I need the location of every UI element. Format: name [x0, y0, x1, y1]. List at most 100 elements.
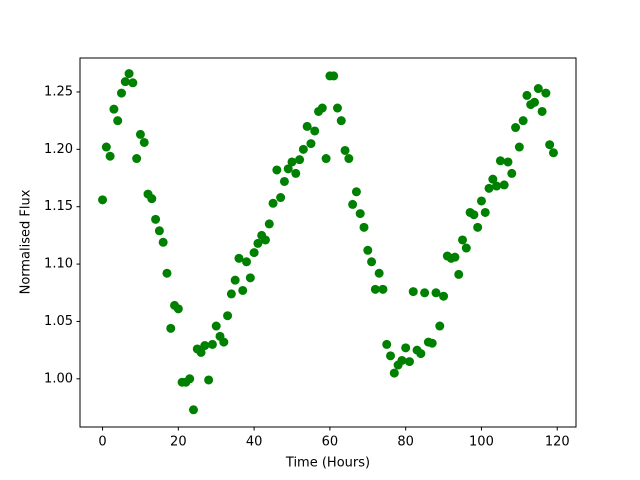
- data-point: [226, 289, 236, 299]
- data-point: [135, 129, 145, 139]
- data-point: [120, 77, 130, 87]
- data-point: [537, 106, 547, 116]
- data-point: [234, 253, 244, 263]
- data-point: [518, 116, 528, 126]
- y-axis-label: Normalised Flux: [19, 189, 34, 294]
- data-point: [283, 164, 293, 174]
- data-point: [480, 207, 490, 217]
- data-point: [533, 84, 543, 94]
- data-point: [522, 90, 532, 100]
- x-tick-label: 60: [322, 435, 339, 450]
- data-point: [272, 165, 282, 175]
- data-point: [162, 268, 172, 278]
- data-point: [389, 368, 399, 378]
- data-point: [545, 140, 555, 150]
- data-point: [370, 284, 380, 294]
- data-point: [473, 222, 483, 232]
- data-point: [488, 174, 498, 184]
- data-point: [317, 103, 327, 113]
- data-point: [101, 142, 111, 152]
- data-point: [321, 154, 331, 164]
- x-tick-label: 20: [170, 435, 187, 450]
- data-point: [105, 151, 115, 161]
- data-point: [238, 285, 248, 295]
- data-point: [295, 155, 305, 165]
- data-point: [359, 222, 369, 232]
- data-point: [431, 288, 441, 298]
- data-point: [530, 97, 540, 107]
- data-point: [260, 235, 270, 245]
- data-point: [499, 180, 509, 190]
- data-point: [158, 237, 168, 247]
- data-point: [287, 157, 297, 167]
- data-point: [245, 273, 255, 283]
- data-point: [128, 78, 138, 88]
- data-point: [98, 195, 108, 205]
- data-point: [154, 226, 164, 236]
- data-point: [401, 343, 411, 353]
- y-tick-label: 1.25: [44, 84, 73, 99]
- data-point: [503, 157, 513, 167]
- data-point: [249, 248, 259, 258]
- data-point: [147, 194, 157, 204]
- data-point: [211, 321, 221, 331]
- data-point: [302, 121, 312, 131]
- x-axis-label: Time (Hours): [285, 456, 370, 471]
- data-point: [185, 374, 195, 384]
- data-point: [310, 126, 320, 136]
- data-point: [367, 257, 377, 267]
- data-point: [336, 116, 346, 126]
- data-point: [116, 88, 126, 98]
- data-point: [109, 104, 119, 114]
- data-point: [427, 338, 437, 348]
- data-point: [450, 252, 460, 262]
- data-point: [439, 291, 449, 301]
- data-point: [139, 137, 149, 147]
- data-point: [495, 156, 505, 166]
- data-point: [200, 341, 210, 351]
- y-tick-label: 1.15: [44, 199, 73, 214]
- data-point: [344, 154, 354, 164]
- data-point: [348, 199, 358, 209]
- data-point: [386, 351, 396, 361]
- data-point: [253, 238, 263, 248]
- data-point: [204, 375, 214, 385]
- data-point: [404, 357, 414, 367]
- x-tick-label: 100: [469, 435, 494, 450]
- data-point: [492, 181, 502, 191]
- data-point: [196, 347, 206, 357]
- data-point: [511, 123, 521, 133]
- data-point: [507, 168, 517, 178]
- x-tick-label: 0: [98, 435, 106, 450]
- data-point: [173, 304, 183, 314]
- data-point: [219, 337, 229, 347]
- y-tick-label: 1.10: [44, 257, 73, 272]
- data-point: [332, 103, 342, 113]
- data-point: [340, 145, 350, 155]
- data-point: [124, 69, 134, 79]
- data-point: [408, 287, 418, 297]
- data-point: [382, 339, 392, 349]
- data-point: [458, 235, 468, 245]
- data-point: [113, 116, 123, 126]
- plot-frame: [79, 57, 577, 428]
- x-tick-label: 40: [246, 435, 263, 450]
- data-point: [420, 288, 430, 298]
- data-point: [435, 321, 445, 331]
- data-point: [397, 355, 407, 365]
- data-point: [476, 196, 486, 206]
- data-point: [416, 349, 426, 359]
- x-tick-label: 80: [397, 435, 414, 450]
- data-point: [279, 176, 289, 186]
- data-point: [132, 154, 142, 164]
- data-point: [298, 144, 308, 154]
- data-point: [306, 139, 316, 149]
- data-point: [469, 210, 479, 220]
- data-point: [363, 245, 373, 255]
- y-tick-label: 1.00: [44, 371, 73, 386]
- data-point: [166, 323, 176, 333]
- data-point: [548, 148, 558, 158]
- data-point: [374, 268, 384, 278]
